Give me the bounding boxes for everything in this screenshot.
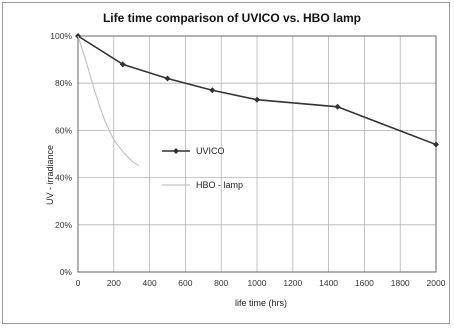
hbo-lamp-series-line: [77, 35, 140, 167]
y-tick-label: 60%: [55, 125, 72, 135]
x-tick-label: 1600: [355, 278, 374, 288]
x-tick-label: 1400: [319, 278, 338, 288]
x-tick-label: 1200: [283, 278, 302, 288]
x-tick-label: 400: [143, 278, 157, 288]
y-tick-label: 80%: [55, 78, 72, 88]
x-tick-label: 200: [107, 278, 121, 288]
y-axis-label: UV - irradiance: [45, 145, 55, 205]
uvico-data-point: [164, 75, 171, 82]
grid: [77, 35, 437, 273]
uvico-legend-label: UVICO: [196, 146, 225, 156]
x-tick-label: 1800: [391, 278, 410, 288]
tick-labels: 0 200 400 600 800 1000 1200 1400 1600 1800 2000 0% 2…: [50, 31, 445, 288]
y-tick-label: 20%: [55, 220, 72, 230]
x-tick-label: 0: [76, 278, 81, 288]
y-tick-label: 40%: [55, 173, 72, 183]
hbo-lamp-legend-label: HBO - lamp: [196, 180, 243, 190]
x-tick-label: 600: [178, 278, 192, 288]
x-tick-label: 1000: [248, 278, 267, 288]
plot-area: [77, 35, 437, 273]
uvico-data-point: [209, 87, 216, 94]
x-tick-label: 2000: [427, 278, 446, 288]
y-tick-label: 100%: [50, 31, 72, 41]
legend: UVICO HBO - lamp: [162, 146, 243, 190]
uvico-data-point: [433, 141, 439, 148]
x-axis-label: life time (hrs): [235, 298, 287, 308]
y-tick-label: 0%: [60, 267, 73, 277]
uvico-data-point: [119, 61, 126, 68]
series-lines: [75, 33, 439, 167]
chart-frame: [2, 2, 450, 324]
uvico-data-point: [334, 103, 341, 110]
chart-title: Life time comparison of UVICO vs. HBO la…: [103, 11, 361, 25]
uvico-data-point: [254, 96, 260, 103]
x-tick-label: 800: [214, 278, 228, 288]
uvico-legend-marker: [173, 148, 179, 154]
